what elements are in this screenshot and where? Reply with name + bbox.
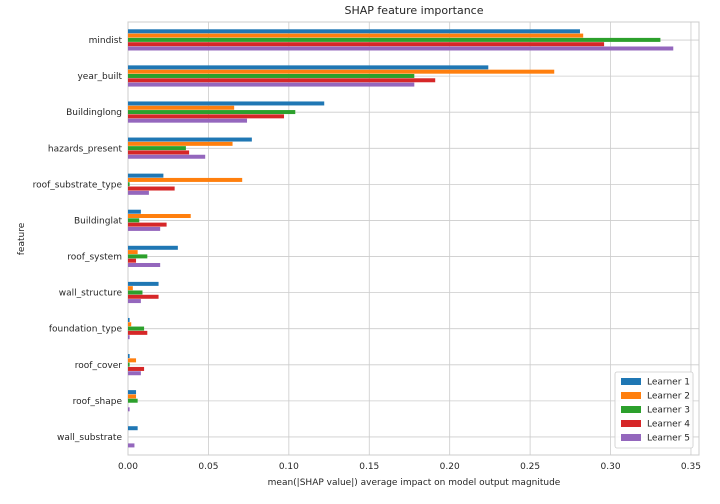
bar-3-hazards_present [128,146,186,151]
y-tick-label: wall_structure [59,289,123,299]
bar-4-Buildinglat [128,222,167,227]
legend-swatch [621,406,641,413]
bar-5-wall_structure [128,299,141,304]
bar-1-wall_structure [128,281,159,286]
legend-box [614,371,694,449]
bar-3-Buildinglat [128,218,140,223]
y-tick-label: year_built [77,72,122,82]
bar-5-year_built [128,82,415,87]
y-tick-label: foundation_type [49,325,123,335]
y-tick-label: wall_substrate [57,433,122,443]
bar-4-Buildinglong [128,114,285,119]
bar-2-roof_substrate_type [128,177,243,182]
x-tick-label: 0.15 [359,462,379,472]
bar-5-Buildinglong [128,118,248,123]
bar-4-wall_structure [128,294,159,299]
bar-5-mindist [128,46,674,51]
legend-label: Learner 3 [647,406,690,416]
bar-1-wall_substrate [128,426,138,431]
y-tick-labels: mindist year_built Buildinglong hazards_pre… [33,36,123,443]
legend-label: Learner 5 [647,434,690,444]
bar-1-roof_substrate_type [128,173,164,178]
bar-5-hazards_present [128,154,206,159]
x-tick-label: 0.30 [601,462,621,472]
bar-4-roof_substrate_type [128,186,175,191]
y-tick-label: roof_shape [73,397,123,407]
bar-2-year_built [128,69,555,74]
x-tick-label: 0.10 [279,462,299,472]
x-tick-label: 0.20 [440,462,460,472]
legend-swatch [621,420,641,427]
bar-1-roof_system [128,245,178,250]
bar-3-roof_cover [128,362,130,367]
bar-2-roof_cover [128,358,137,363]
bar-2-Buildinglat [128,214,191,219]
legend-label: Learner 4 [647,420,690,430]
bars [128,29,674,448]
bar-4-roof_cover [128,366,145,371]
legend-swatch [621,378,641,385]
plot-frame [127,21,700,456]
bar-3-roof_substrate_type [128,182,130,187]
bar-3-Buildinglong [128,110,296,115]
bar-1-roof_shape [128,390,137,395]
bar-1-foundation_type [128,317,130,322]
y-tick-label: Buildinglat [74,216,123,226]
bar-5-Buildinglat [128,226,161,231]
legend-swatch [621,434,641,441]
x-tick-label: 0.05 [198,462,218,472]
bar-1-hazards_present [128,137,252,142]
bar-4-year_built [128,78,436,83]
y-tick-label: roof_system [67,253,122,263]
x-tick-label: 0.35 [681,462,701,472]
bar-3-wall_structure [128,290,143,295]
bar-5-roof_system [128,262,161,267]
bar-3-roof_system [128,254,148,259]
y-tick-label: Buildinglong [66,108,122,118]
x-tick-label: 0.25 [520,462,540,472]
bar-5-roof_cover [128,371,141,376]
bar-1-Buildinglong [128,101,325,106]
bar-5-roof_shape [128,407,130,412]
y-tick-label: mindist [89,36,123,46]
bar-2-hazards_present [128,141,233,146]
bar-1-Buildinglat [128,209,141,214]
x-axis-label: mean(|SHAP value|) average impact on mod… [268,478,561,488]
chart-title: SHAP feature importance [345,4,484,17]
bar-4-foundation_type [128,330,148,335]
bar-2-roof_system [128,250,138,255]
bar-1-roof_cover [128,354,130,359]
grid [127,22,699,455]
bar-1-mindist [128,29,580,34]
bar-2-wall_structure [128,286,133,291]
bar-3-roof_shape [128,398,138,403]
y-tick-label: roof_substrate_type [33,180,123,190]
bar-2-roof_shape [128,394,137,399]
x-tick-label: 0.00 [118,462,138,472]
y-axis-label: feature [17,222,27,255]
y-tick-label: roof_cover [75,361,123,371]
legend-swatch [621,392,641,399]
legend: Learner 1 Learner 2 Learner 3 Learner 4 Lear… [614,371,694,449]
x-tick-labels: 0.00 0.05 0.10 0.15 0.20 0.25 0.30 0.35 [118,462,701,472]
bar-3-year_built [128,73,415,78]
bar-2-foundation_type [128,322,132,327]
bar-4-roof_system [128,258,137,263]
bar-4-mindist [128,42,605,47]
bar-1-year_built [128,65,489,70]
bar-5-foundation_type [128,335,130,340]
bar-2-Buildinglong [128,105,235,110]
legend-label: Learner 2 [647,392,690,402]
bar-5-roof_substrate_type [128,190,149,195]
bar-3-foundation_type [128,326,145,331]
bar-4-hazards_present [128,150,190,155]
bar-5-wall_substrate [128,443,135,448]
legend-label: Learner 1 [647,378,690,388]
bar-3-mindist [128,37,661,42]
bar-2-mindist [128,33,584,38]
y-tick-label: hazards_present [48,144,123,154]
